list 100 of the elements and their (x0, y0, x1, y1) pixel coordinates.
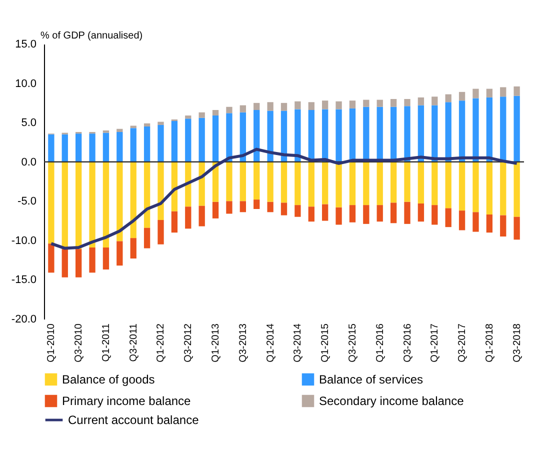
bar (363, 205, 370, 224)
bar (48, 244, 54, 273)
bar (198, 206, 205, 226)
bar (472, 162, 479, 212)
bar (62, 249, 68, 278)
y-tick-label: 0.0 (21, 156, 36, 168)
bar (158, 122, 164, 125)
bar (363, 100, 370, 107)
bar (267, 102, 274, 111)
bar (500, 87, 506, 97)
line-series (50, 148, 518, 250)
bar (158, 220, 164, 244)
bar (158, 162, 164, 220)
bar (432, 205, 438, 225)
y-tick-label: 10.0 (15, 78, 36, 90)
bar (514, 162, 520, 217)
x-tick-label: Q1-2014 (265, 323, 276, 362)
bar (445, 102, 452, 162)
bar (349, 162, 356, 206)
x-tick-label: Q1-2017 (430, 323, 441, 362)
bar (445, 94, 452, 102)
bar (102, 130, 110, 133)
bar (472, 98, 479, 162)
x-tick-label: Q3-2015 (347, 323, 358, 362)
bar (280, 202, 288, 216)
x-tick-label: Q3-2013 (238, 323, 249, 362)
bar (322, 100, 328, 110)
x-tick-label: Q3-2018 (512, 323, 523, 362)
bar (308, 162, 314, 207)
bar (472, 88, 479, 98)
y-tick-label: -20.0 (11, 314, 36, 326)
bar (185, 206, 192, 229)
bar (458, 210, 466, 230)
bar (198, 118, 205, 162)
bar (445, 162, 452, 208)
bar (308, 110, 314, 162)
bar (267, 110, 274, 162)
bar (267, 162, 274, 202)
x-tick-label: Q1-2015 (320, 323, 332, 362)
y-axis-title: % of GDP (annualised) (40, 30, 143, 42)
bar (294, 101, 301, 110)
bar (336, 101, 342, 110)
bar (308, 102, 314, 110)
bar (48, 134, 54, 162)
y-tick-label: -10.0 (11, 234, 36, 247)
bar (432, 105, 438, 162)
bar (308, 206, 314, 222)
bar (486, 162, 492, 214)
x-tick-label: Q3-2011 (128, 323, 140, 362)
bar (226, 162, 232, 202)
bar (500, 96, 506, 162)
bar (76, 134, 82, 162)
bar (212, 110, 219, 116)
bar (130, 238, 136, 258)
bar (116, 162, 123, 242)
bar (418, 204, 424, 222)
bar (500, 162, 506, 216)
bar (226, 106, 232, 114)
bar (363, 162, 370, 206)
bar (390, 99, 397, 107)
bar (158, 124, 164, 162)
bar (144, 228, 150, 248)
bar (212, 116, 219, 162)
bar (185, 116, 192, 119)
bar (240, 105, 246, 112)
x-tick-label: Q3-2016 (402, 323, 414, 362)
bar (432, 96, 438, 106)
bar (76, 249, 82, 278)
bar (240, 201, 246, 212)
bar (514, 216, 520, 240)
bar (254, 110, 260, 162)
bar (458, 100, 466, 162)
bar (116, 132, 123, 162)
bar (486, 97, 492, 162)
bar (322, 204, 328, 221)
x-tick-label: Q3-2017 (457, 323, 468, 362)
bar (267, 202, 274, 212)
bar (280, 162, 288, 203)
bar (514, 96, 520, 162)
bar (254, 200, 260, 209)
bar (280, 110, 288, 162)
bar (418, 105, 424, 162)
bar (102, 132, 110, 162)
bar (102, 162, 110, 248)
bar (322, 162, 328, 204)
bar (418, 97, 424, 106)
bar (404, 106, 410, 162)
bar (294, 109, 301, 162)
x-tick-label: Q1-2013 (210, 323, 222, 362)
bar (212, 202, 219, 218)
bar (116, 128, 123, 132)
bar (240, 112, 246, 162)
bar (144, 126, 150, 162)
bar (445, 208, 452, 228)
y-tick-label: 15.0 (15, 38, 36, 50)
bar (514, 86, 520, 96)
bar (376, 162, 383, 206)
bar (102, 248, 110, 270)
legend-label: Primary income balance (62, 394, 192, 408)
bar (432, 162, 438, 206)
